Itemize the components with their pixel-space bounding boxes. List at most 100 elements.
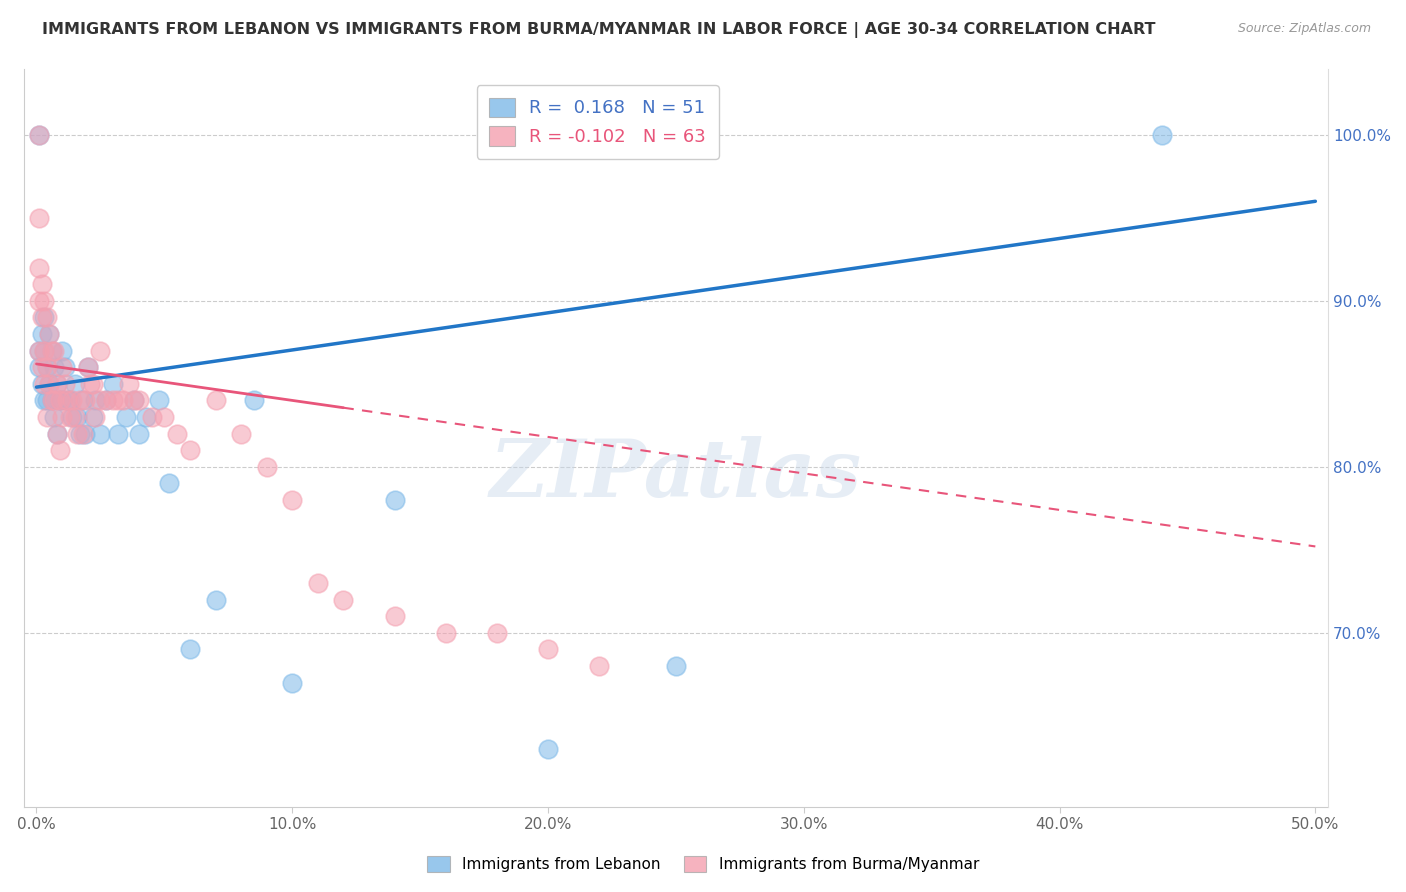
Point <box>128 426 150 441</box>
Point <box>69 393 91 408</box>
Point <box>51 409 73 424</box>
Point <box>31 310 53 325</box>
Point <box>32 293 55 308</box>
Point <box>79 376 101 391</box>
Point <box>204 393 226 408</box>
Point <box>76 360 98 375</box>
Point <box>1150 128 1173 142</box>
Point <box>45 426 67 441</box>
Point <box>135 409 157 424</box>
Point <box>122 393 145 408</box>
Point <box>82 409 104 424</box>
Point <box>63 376 86 391</box>
Point <box>153 409 176 424</box>
Point <box>84 393 107 408</box>
Point <box>28 360 51 375</box>
Point <box>94 393 117 408</box>
Point <box>32 310 55 325</box>
Point <box>35 310 58 325</box>
Point <box>159 476 181 491</box>
Point <box>60 393 83 408</box>
Point <box>112 393 135 408</box>
Text: ZIPatlas: ZIPatlas <box>489 436 862 514</box>
Point <box>48 393 70 408</box>
Point <box>53 376 76 391</box>
Point <box>434 625 457 640</box>
Point <box>41 393 63 408</box>
Point <box>128 393 150 408</box>
Point <box>82 376 104 391</box>
Point <box>75 426 97 441</box>
Point <box>72 393 94 408</box>
Point <box>384 493 406 508</box>
Point <box>41 393 63 408</box>
Text: Source: ZipAtlas.com: Source: ZipAtlas.com <box>1237 22 1371 36</box>
Point <box>28 260 51 275</box>
Point <box>35 409 58 424</box>
Point <box>243 393 266 408</box>
Point <box>32 393 55 408</box>
Point <box>44 343 66 358</box>
Point <box>307 576 329 591</box>
Point <box>665 659 688 673</box>
Point <box>229 426 252 441</box>
Point <box>66 409 89 424</box>
Point <box>38 326 60 341</box>
Point <box>35 393 58 408</box>
Point <box>41 343 63 358</box>
Point <box>115 409 138 424</box>
Point <box>28 128 51 142</box>
Point <box>28 293 51 308</box>
Point <box>94 393 117 408</box>
Point <box>44 393 66 408</box>
Point <box>45 376 67 391</box>
Point <box>107 426 129 441</box>
Point <box>148 393 170 408</box>
Point <box>56 393 79 408</box>
Point <box>35 360 58 375</box>
Point <box>31 376 53 391</box>
Point <box>72 426 94 441</box>
Point <box>31 326 53 341</box>
Point <box>384 609 406 624</box>
Point <box>537 642 560 657</box>
Point <box>59 409 82 424</box>
Point <box>103 376 125 391</box>
Point <box>89 343 111 358</box>
Point <box>537 742 560 756</box>
Point <box>32 343 55 358</box>
Point <box>28 343 51 358</box>
Point <box>41 343 63 358</box>
Point <box>89 426 111 441</box>
Point <box>38 376 60 391</box>
Point <box>84 409 107 424</box>
Point <box>38 326 60 341</box>
Point <box>66 426 89 441</box>
Point <box>45 426 67 441</box>
Point <box>48 393 70 408</box>
Point <box>204 592 226 607</box>
Point <box>51 360 73 375</box>
Point <box>35 360 58 375</box>
Point <box>166 426 188 441</box>
Point <box>281 493 304 508</box>
Point <box>31 360 53 375</box>
Point <box>117 376 139 391</box>
Point <box>179 642 201 657</box>
Legend: Immigrants from Lebanon, Immigrants from Burma/Myanmar: Immigrants from Lebanon, Immigrants from… <box>419 848 987 880</box>
Point <box>588 659 610 673</box>
Point <box>31 277 53 292</box>
Point <box>56 393 79 408</box>
Point <box>69 426 91 441</box>
Point <box>48 443 70 458</box>
Point <box>332 592 354 607</box>
Point <box>63 409 86 424</box>
Point <box>28 343 51 358</box>
Legend: R =  0.168   N = 51, R = -0.102   N = 63: R = 0.168 N = 51, R = -0.102 N = 63 <box>477 85 718 159</box>
Point <box>89 393 111 408</box>
Point <box>75 393 97 408</box>
Point <box>28 211 51 225</box>
Point <box>32 376 55 391</box>
Point <box>103 393 125 408</box>
Point <box>485 625 508 640</box>
